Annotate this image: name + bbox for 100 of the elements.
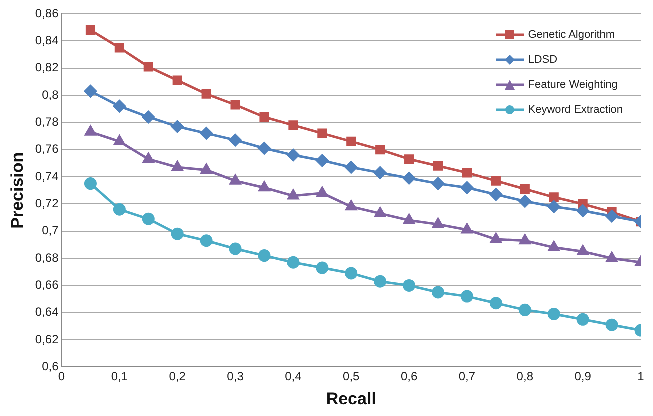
y-tick-label: 0,68 [35, 250, 60, 265]
point [114, 43, 124, 53]
point [376, 145, 386, 155]
point [462, 168, 472, 178]
y-tick-label: 0,64 [35, 305, 60, 320]
point [433, 161, 444, 171]
point [374, 275, 387, 288]
point [518, 304, 532, 316]
point [404, 154, 414, 164]
x-tick-label: 0,4 [285, 370, 302, 384]
point [520, 184, 530, 194]
point [316, 154, 329, 167]
point [403, 172, 416, 185]
legend-label: LDSD [528, 54, 558, 66]
x-tick-label: 0,5 [343, 370, 360, 384]
point [288, 190, 300, 200]
point [548, 200, 560, 214]
x-tick-label: 0,6 [400, 370, 418, 384]
point [403, 279, 416, 292]
point [142, 212, 155, 226]
point [113, 203, 126, 216]
y-tick-label: 0,72 [35, 196, 60, 210]
y-tick-label: 0,82 [35, 60, 60, 75]
y-tick-label: 0,62 [35, 332, 60, 346]
y-axis-title: Precision [8, 152, 27, 229]
point [200, 234, 213, 248]
y-tick-label: 0,84 [35, 33, 60, 48]
point [287, 149, 300, 162]
legend-label: Feature Weighting [528, 78, 618, 90]
point [202, 89, 212, 99]
point [287, 256, 300, 269]
point [316, 187, 328, 198]
point [113, 100, 126, 113]
point [200, 127, 213, 140]
x-tick-label: 0 [58, 370, 66, 384]
y-tick-label: 0,66 [35, 278, 60, 292]
point [518, 195, 532, 208]
point [576, 204, 590, 218]
point [345, 267, 358, 280]
point [144, 62, 154, 72]
point [346, 200, 357, 211]
legend-label: Genetic Algorithm [528, 28, 616, 40]
point [460, 182, 474, 194]
point [432, 218, 444, 228]
point [520, 234, 531, 245]
point [172, 161, 184, 172]
x-tick-label: 0,9 [574, 370, 592, 384]
point [230, 174, 242, 185]
point [258, 250, 271, 262]
point [86, 26, 96, 36]
x-tick-label: 0,1 [111, 370, 128, 384]
y-tick-label: 0,6 [42, 360, 60, 374]
point [577, 245, 589, 256]
y-tick-label: 0,8 [42, 88, 60, 102]
x-tick-label: 1 [638, 370, 645, 384]
x-axis-title: Recall [326, 389, 376, 408]
point [229, 134, 242, 147]
point [346, 136, 356, 146]
point [142, 110, 155, 124]
point [490, 188, 502, 201]
y-tick-label: 0,7 [42, 224, 60, 238]
point [606, 210, 618, 223]
point [345, 161, 358, 174]
legend-label: Keyword Extraction [528, 104, 623, 116]
point [491, 176, 501, 186]
point [318, 128, 328, 138]
x-tick-label: 0,8 [516, 370, 534, 384]
y-tick-label: 0,76 [35, 142, 60, 156]
point [143, 153, 154, 164]
point [200, 164, 212, 174]
point [171, 120, 184, 134]
point [258, 142, 271, 155]
point [548, 308, 560, 320]
point [432, 286, 445, 299]
point [374, 166, 387, 180]
point [576, 313, 590, 326]
point [172, 76, 182, 86]
y-tick-label: 0,78 [35, 114, 60, 129]
point [85, 126, 96, 136]
point [84, 178, 97, 190]
point [460, 290, 474, 303]
point [490, 233, 502, 244]
point [84, 85, 97, 98]
point [606, 318, 618, 332]
point [230, 100, 240, 110]
point [549, 192, 559, 202]
point [374, 207, 386, 218]
point [432, 178, 445, 190]
point [548, 241, 560, 252]
point [490, 297, 502, 310]
point [258, 182, 270, 192]
y-tick-label: 0,86 [35, 6, 60, 20]
point [606, 252, 618, 262]
point [462, 224, 473, 234]
y-tick-label: 0,74 [35, 169, 60, 184]
x-tick-label: 0,3 [227, 370, 244, 384]
point [288, 120, 298, 130]
x-tick-label: 0,2 [169, 370, 186, 384]
x-tick-label: 0,7 [458, 370, 476, 384]
point [171, 228, 184, 240]
